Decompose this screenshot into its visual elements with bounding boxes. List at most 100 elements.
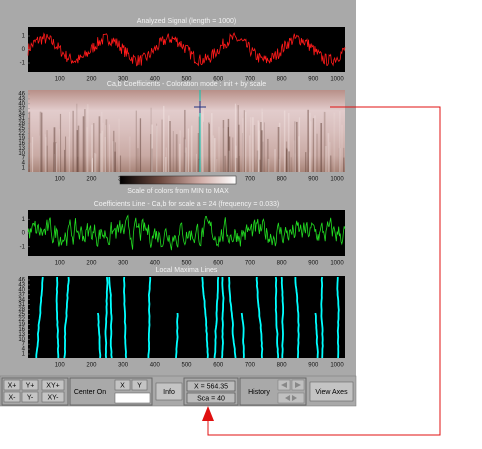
x-tick-label: 600	[213, 363, 224, 369]
coef-streak	[64, 149, 66, 172]
coef-streak	[242, 133, 244, 172]
coef-streak	[202, 121, 204, 172]
coef-streak	[183, 137, 185, 172]
coef-streak	[309, 152, 311, 172]
coef-streak	[253, 125, 256, 172]
coef-streak	[310, 121, 312, 172]
coef-streak	[267, 138, 269, 172]
coef-streak	[94, 152, 96, 172]
coef-streak	[324, 146, 327, 172]
reset-arrow	[292, 395, 297, 401]
zoom-button[interactable]	[41, 379, 65, 391]
center-input[interactable]	[114, 392, 151, 404]
coef-streak	[341, 124, 343, 172]
zoom-button-label: X-	[9, 394, 17, 401]
y-tick-label: 1	[22, 217, 26, 223]
zoom-button[interactable]	[21, 379, 39, 391]
coef-streak	[184, 139, 186, 172]
coef-streak	[69, 111, 71, 172]
coef-streak	[55, 143, 58, 172]
coef-streak	[235, 145, 237, 172]
coef-streak	[54, 154, 55, 172]
coef-streak	[105, 119, 108, 172]
coef-streak	[330, 155, 332, 172]
coef-streak	[234, 103, 237, 172]
maxima-line	[147, 277, 152, 358]
coef-streak	[114, 142, 116, 172]
center-button[interactable]	[114, 379, 131, 391]
coef-streak	[93, 123, 95, 172]
coef-streak	[55, 142, 57, 172]
maxima-line	[274, 276, 280, 358]
x-tick-label: 700	[245, 261, 256, 267]
history-group	[239, 377, 307, 406]
info-button[interactable]	[155, 382, 183, 401]
coef-streak	[208, 122, 210, 172]
coef-streak	[323, 111, 326, 172]
coef-streak	[296, 121, 298, 172]
coef-streak	[216, 159, 218, 172]
coef-streak	[82, 116, 85, 172]
y-tick-label: 16	[18, 141, 25, 147]
coef-streak	[261, 108, 263, 172]
zoom-button[interactable]	[3, 391, 21, 403]
x-tick-label: 100	[55, 177, 66, 183]
zoom-button[interactable]	[41, 391, 65, 403]
coef-streak	[112, 141, 114, 172]
coef-streak	[59, 113, 62, 172]
reset-arrow	[285, 395, 290, 401]
coef-streak	[108, 124, 111, 172]
coef-streak	[287, 113, 290, 172]
y-tick-label: 25	[18, 312, 25, 318]
x-tick-label: 300	[118, 77, 129, 83]
plot: Local Maxima Lines4643403734312825221916…	[18, 267, 345, 369]
coef-streak	[242, 118, 244, 172]
coef-streak	[72, 110, 74, 172]
x-tick-label: 500	[181, 77, 192, 83]
coef-streak	[222, 128, 225, 172]
coef-streak	[187, 128, 190, 172]
plot: Analyzed Signal (length = 1000) 1 0 -1 100 20…	[20, 18, 346, 83]
coef-streak	[91, 159, 93, 172]
y-tick-label: 37	[18, 106, 25, 112]
plot: Ca,b Coefficients - Coloration mode : in…	[18, 81, 345, 183]
coef-streak	[278, 159, 280, 172]
zoom-button[interactable]	[21, 391, 39, 403]
y-tick-label: 1	[22, 352, 26, 358]
coef-streak	[238, 124, 240, 172]
coef-streak	[250, 117, 252, 172]
coef-streak	[76, 130, 79, 172]
plot-title: Analyzed Signal (length = 1000)	[137, 18, 236, 25]
maxima-line	[108, 276, 113, 359]
maxima-line	[175, 312, 179, 359]
coef-streak	[53, 127, 56, 172]
coef-streak	[259, 159, 261, 172]
plot-area	[28, 276, 345, 358]
plot-content	[28, 90, 345, 172]
coef-streak	[309, 112, 311, 172]
center-button-label: Y	[137, 382, 142, 389]
coef-streak	[53, 142, 55, 172]
coef-streak	[212, 135, 215, 172]
y-tick-label: 19	[18, 322, 25, 328]
coef-streak	[105, 125, 107, 172]
maxima-line	[213, 276, 220, 359]
coef-streak	[227, 118, 230, 172]
coef-streak	[179, 130, 181, 172]
history-reset[interactable]	[277, 392, 305, 404]
x-tick-label: 300	[118, 261, 129, 267]
view-axes-button[interactable]	[309, 381, 354, 402]
zoom-button[interactable]	[3, 379, 21, 391]
coef-streak	[46, 145, 48, 172]
x-tick-label: 100	[55, 261, 66, 267]
coef-streak	[200, 105, 203, 172]
zoom-button-label: XY+	[46, 382, 59, 389]
x-tick-label: 100	[55, 77, 66, 83]
center-button[interactable]	[131, 379, 148, 391]
x-tick-label: 700	[245, 177, 256, 183]
coef-streak	[168, 115, 170, 172]
coef-streak	[156, 123, 158, 172]
coef-streak	[39, 135, 41, 172]
coef-streak	[198, 159, 200, 172]
